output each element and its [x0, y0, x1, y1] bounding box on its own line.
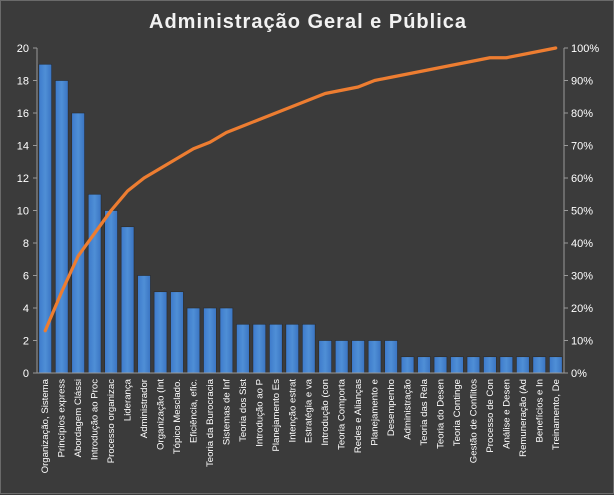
right-tick-label: 30% [571, 271, 593, 283]
category-labels: Organização, Sistema Princípios express Ab… [40, 378, 562, 473]
bar-21 [367, 340, 382, 374]
bar-3 [71, 112, 85, 374]
left-tick-label: 2 [23, 336, 29, 348]
category-label: Teoria Continge [452, 379, 463, 446]
bar-31 [532, 356, 547, 374]
category-label: Teoria do Desen [435, 379, 446, 449]
category-label: Introdução (con [320, 379, 331, 446]
category-label: Teoria das Rela [419, 378, 430, 445]
category-label: Gestão de Conflitos [468, 379, 479, 463]
bar-25 [433, 356, 448, 374]
category-label: Abordagem Clássi [73, 379, 84, 457]
right-tick-label: 40% [571, 238, 593, 250]
left-tick-label: 16 [17, 108, 29, 120]
category-label: Teoria da Burocracia [205, 378, 216, 467]
right-tick-label: 100% [571, 43, 599, 55]
chart-title: Administração Geral e Pública [149, 11, 467, 33]
right-tick-label: 0% [571, 368, 587, 380]
left-tick-label: 8 [23, 238, 29, 250]
category-label: Introdução ao Proc [90, 379, 101, 460]
bar-11 [203, 307, 217, 374]
bar-12 [219, 307, 234, 374]
category-label: Organização, Sistema [40, 378, 51, 473]
bar-27 [466, 356, 481, 374]
bar-24 [417, 356, 431, 374]
category-label: Teoria Comporta [337, 378, 348, 450]
category-label: Liderança [123, 378, 134, 421]
category-label: Tópico Mesclado. [172, 379, 183, 454]
bar-29 [499, 356, 514, 374]
right-tick-label: 80% [571, 108, 593, 120]
bar-23 [400, 356, 415, 374]
bar-20 [351, 340, 365, 374]
right-tick-label: 60% [571, 173, 593, 185]
category-label: Organização (Int [156, 379, 167, 450]
category-label: Processo organizac [106, 379, 117, 463]
cumulative-percent-line [43, 46, 558, 333]
category-label: Planejamento Es [271, 379, 282, 452]
left-tick-label: 0 [23, 368, 29, 380]
bars-layer [38, 63, 563, 374]
bar-8 [153, 291, 168, 374]
category-label: Eficiência, efic. [188, 379, 199, 443]
bar-14 [252, 323, 267, 374]
category-label: Estratégia e va [304, 378, 315, 443]
category-label: Intenção estrat [287, 379, 298, 443]
bar-7 [137, 275, 151, 374]
bar-18 [318, 340, 332, 374]
left-tick-label: 10 [17, 206, 29, 218]
category-label: Planejamento e [370, 379, 381, 446]
right-axis-ticks: 0% 10% 20% 30% 40% 50% 60% 70% 80% 90% 100% [564, 43, 599, 380]
bar-19 [334, 340, 349, 374]
right-tick-label: 90% [571, 76, 593, 88]
left-axis-ticks: 0 2 4 6 8 10 12 14 16 18 20 [17, 43, 37, 380]
bar-28 [483, 356, 497, 374]
bar-9 [170, 291, 184, 374]
bar-4 [87, 193, 102, 374]
bar-5 [104, 210, 118, 374]
bar-16 [285, 323, 299, 374]
bar-2 [54, 80, 69, 374]
cumulative-line-layer [43, 46, 558, 333]
bar-30 [516, 356, 530, 374]
right-tick-label: 10% [571, 336, 593, 348]
category-label: Treinamento, De [551, 379, 562, 450]
category-label: Introdução ao P [254, 379, 265, 447]
bar-17 [302, 323, 316, 374]
bar-6 [120, 226, 135, 374]
category-label: Processo de Con [485, 379, 496, 453]
left-tick-label: 14 [17, 141, 29, 153]
left-tick-label: 12 [17, 173, 29, 185]
right-tick-label: 20% [571, 303, 593, 315]
right-tick-label: 50% [571, 206, 593, 218]
left-tick-label: 18 [17, 76, 29, 88]
bar-32 [549, 356, 563, 374]
category-label: Teoria dos Sist [238, 379, 249, 442]
bar-26 [450, 356, 464, 374]
category-label: Administrador [139, 378, 150, 438]
bar-22 [384, 340, 398, 374]
category-label: Benefícios e In [534, 379, 545, 442]
category-label: Sistemas de Inf [221, 379, 232, 445]
right-tick-label: 70% [571, 141, 593, 153]
category-label: Análise e Desen [501, 379, 512, 449]
category-label: Administração [403, 379, 414, 440]
category-label: Redes e Alianças [353, 379, 364, 453]
category-label: Remuneração (Ad [518, 379, 529, 457]
category-label: Princípios express [57, 379, 68, 458]
bar-10 [186, 307, 201, 374]
bar-13 [236, 323, 250, 374]
bar-15 [269, 323, 283, 374]
left-tick-label: 4 [23, 303, 29, 315]
left-tick-label: 6 [23, 271, 29, 283]
category-label: Desempenho [386, 379, 397, 436]
left-tick-label: 20 [17, 43, 29, 55]
